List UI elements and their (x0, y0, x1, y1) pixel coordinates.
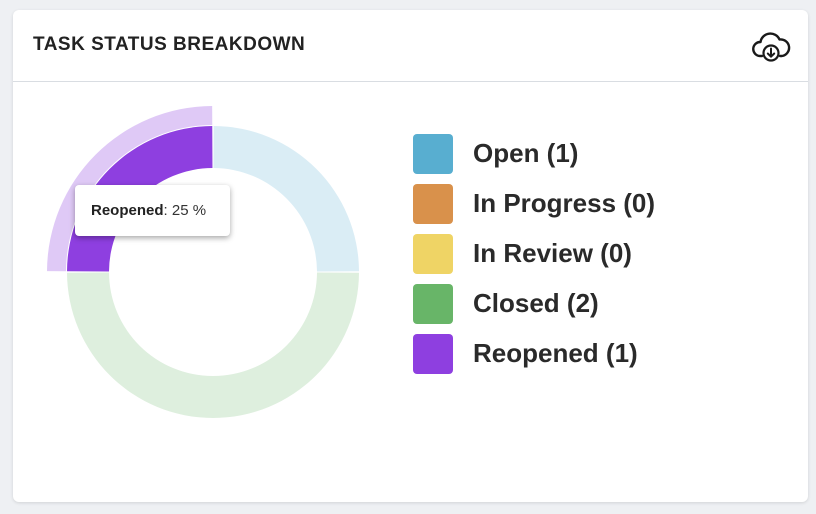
legend-swatch (413, 283, 453, 324)
legend-swatch (413, 333, 453, 374)
slice-open[interactable] (213, 126, 359, 272)
tooltip-label: Reopened (91, 202, 164, 219)
legend-item[interactable]: Reopened (1) (413, 333, 793, 374)
legend-item[interactable]: In Review (0) (413, 233, 793, 274)
task-status-card: TASK STATUS BREAKDOWN Reopened: 25 % Ope… (13, 10, 808, 502)
chart-legend: Open (1) In Progress (0) In Review (0) Clos… (413, 133, 793, 383)
legend-item[interactable]: In Progress (0) (413, 183, 793, 224)
donut-chart[interactable] (13, 82, 393, 502)
cloud-download-icon (752, 32, 791, 62)
tooltip-value: : 25 % (163, 202, 207, 219)
legend-swatch (413, 233, 453, 274)
download-button[interactable] (751, 29, 791, 65)
legend-label: In Progress (0) (473, 188, 656, 218)
legend-label: In Review (0) (473, 238, 632, 268)
legend-label: Reopened (1) (473, 338, 638, 368)
legend-label: Open (1) (473, 138, 579, 168)
card-header: TASK STATUS BREAKDOWN (13, 10, 808, 82)
chart-tooltip: Reopened: 25 % (75, 185, 230, 236)
slice-closed[interactable] (67, 272, 359, 418)
legend-label: Closed (2) (473, 288, 599, 318)
legend-swatch (413, 183, 453, 224)
legend-item[interactable]: Closed (2) (413, 283, 793, 324)
legend-item[interactable]: Open (1) (413, 133, 793, 174)
card-title: TASK STATUS BREAKDOWN (33, 34, 306, 55)
legend-swatch (413, 133, 453, 174)
